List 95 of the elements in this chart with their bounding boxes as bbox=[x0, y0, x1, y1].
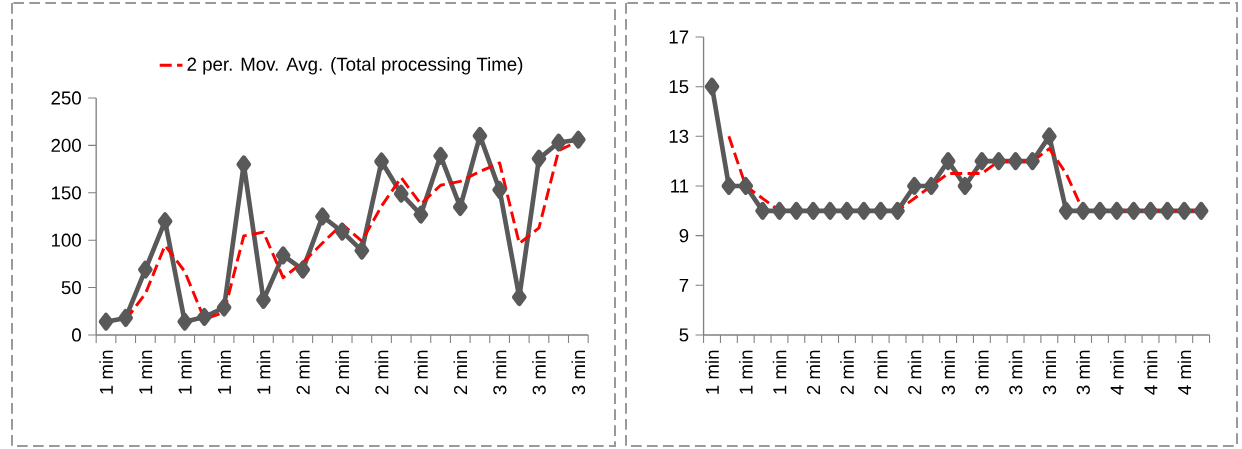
y-tick-label: 150 bbox=[51, 186, 81, 200]
point bbox=[531, 149, 547, 168]
x-tick-label: 1 min bbox=[217, 350, 231, 394]
x-tick-label: 2 min bbox=[453, 350, 468, 395]
point bbox=[755, 201, 770, 220]
point bbox=[511, 288, 527, 307]
x-tick-label: 2 min bbox=[840, 350, 854, 395]
y-tick-label: 0 bbox=[72, 328, 81, 342]
y-tick-label: 13 bbox=[669, 129, 689, 143]
point bbox=[354, 241, 370, 260]
point bbox=[1058, 201, 1074, 220]
x-tick-label: 3 min bbox=[1042, 350, 1057, 395]
point bbox=[1126, 201, 1142, 220]
point bbox=[789, 201, 804, 220]
point bbox=[374, 152, 389, 171]
point bbox=[704, 77, 720, 96]
x-tick-label: 3 min bbox=[1008, 350, 1023, 395]
point bbox=[138, 260, 153, 279]
x-tick-label: 4 min bbox=[1143, 350, 1158, 395]
x-tick-label: 2 min bbox=[414, 350, 428, 395]
point bbox=[118, 308, 134, 327]
point bbox=[216, 298, 232, 317]
point bbox=[873, 201, 889, 220]
point bbox=[315, 207, 330, 226]
point bbox=[334, 222, 350, 241]
y-tick-label: 50 bbox=[61, 280, 81, 295]
x-tick-label: 1 min bbox=[99, 350, 113, 394]
x-tick-label: 3 min bbox=[941, 350, 955, 395]
y-tick-label: 250 bbox=[51, 91, 81, 105]
point bbox=[295, 260, 311, 279]
point bbox=[157, 212, 173, 231]
x-tick-label: 3 min bbox=[532, 350, 546, 395]
x-tick-label: 1 min bbox=[772, 350, 787, 394]
y-tick-label: 15 bbox=[669, 80, 689, 94]
point bbox=[1176, 201, 1192, 220]
point bbox=[1143, 201, 1158, 220]
point bbox=[570, 130, 586, 149]
x-tick-label: 2 min bbox=[374, 350, 389, 395]
point bbox=[1092, 201, 1108, 220]
point bbox=[1075, 201, 1091, 220]
point bbox=[974, 152, 990, 171]
x-tick-label: 3 min bbox=[492, 350, 507, 395]
y-tick-label: 7 bbox=[679, 278, 689, 292]
point bbox=[433, 146, 448, 165]
point bbox=[452, 198, 468, 217]
point bbox=[1109, 201, 1125, 220]
point bbox=[721, 176, 737, 195]
point bbox=[907, 176, 922, 195]
point bbox=[393, 184, 409, 203]
point bbox=[197, 307, 212, 326]
x-tick-label: 2 min bbox=[873, 350, 888, 395]
x-tick-label: 4 min bbox=[1110, 350, 1124, 395]
point bbox=[275, 246, 291, 265]
point bbox=[991, 152, 1007, 171]
x-tick-label: 2 min bbox=[907, 350, 922, 395]
legend-label: 2 per. Mov. Avg. (Total processing Time) bbox=[187, 57, 523, 75]
x-tick-label: 2 min bbox=[806, 350, 820, 395]
point bbox=[413, 205, 429, 224]
point bbox=[856, 201, 872, 220]
point bbox=[472, 126, 488, 145]
point bbox=[1041, 127, 1057, 146]
y-tick-label: 9 bbox=[679, 229, 689, 243]
point bbox=[738, 176, 754, 195]
point bbox=[923, 176, 939, 195]
x-tick-label: 4 min bbox=[1177, 350, 1192, 395]
y-tick-label: 100 bbox=[51, 233, 81, 247]
x-tick-label: 2 min bbox=[296, 350, 310, 395]
x-tick-label: 1 min bbox=[738, 350, 753, 394]
x-tick-label: 3 min bbox=[571, 350, 586, 395]
point bbox=[805, 201, 821, 220]
point bbox=[839, 201, 855, 220]
y-tick-label: 17 bbox=[669, 30, 689, 44]
x-tick-label: 1 min bbox=[138, 350, 153, 394]
point bbox=[551, 133, 566, 152]
y-tick-label: 200 bbox=[51, 138, 81, 152]
x-tick-label: 2 min bbox=[335, 350, 349, 395]
point bbox=[957, 176, 973, 195]
point bbox=[1193, 201, 1209, 220]
x-tick-label: 1 min bbox=[256, 350, 271, 394]
point bbox=[177, 312, 193, 331]
x-tick-label: 3 min bbox=[1076, 350, 1090, 395]
point bbox=[98, 312, 114, 331]
point bbox=[492, 180, 507, 199]
y-tick-label: 11 bbox=[671, 179, 689, 193]
point bbox=[1160, 201, 1175, 220]
point bbox=[890, 201, 905, 220]
point bbox=[822, 201, 838, 220]
x-tick-label: 1 min bbox=[177, 350, 192, 394]
point bbox=[1008, 152, 1023, 171]
point bbox=[1025, 152, 1040, 171]
point bbox=[772, 201, 787, 220]
y-tick-label: 5 bbox=[679, 328, 689, 342]
point bbox=[940, 152, 956, 171]
x-tick-label: 1 min bbox=[705, 350, 719, 394]
x-tick-label: 3 min bbox=[975, 350, 989, 395]
